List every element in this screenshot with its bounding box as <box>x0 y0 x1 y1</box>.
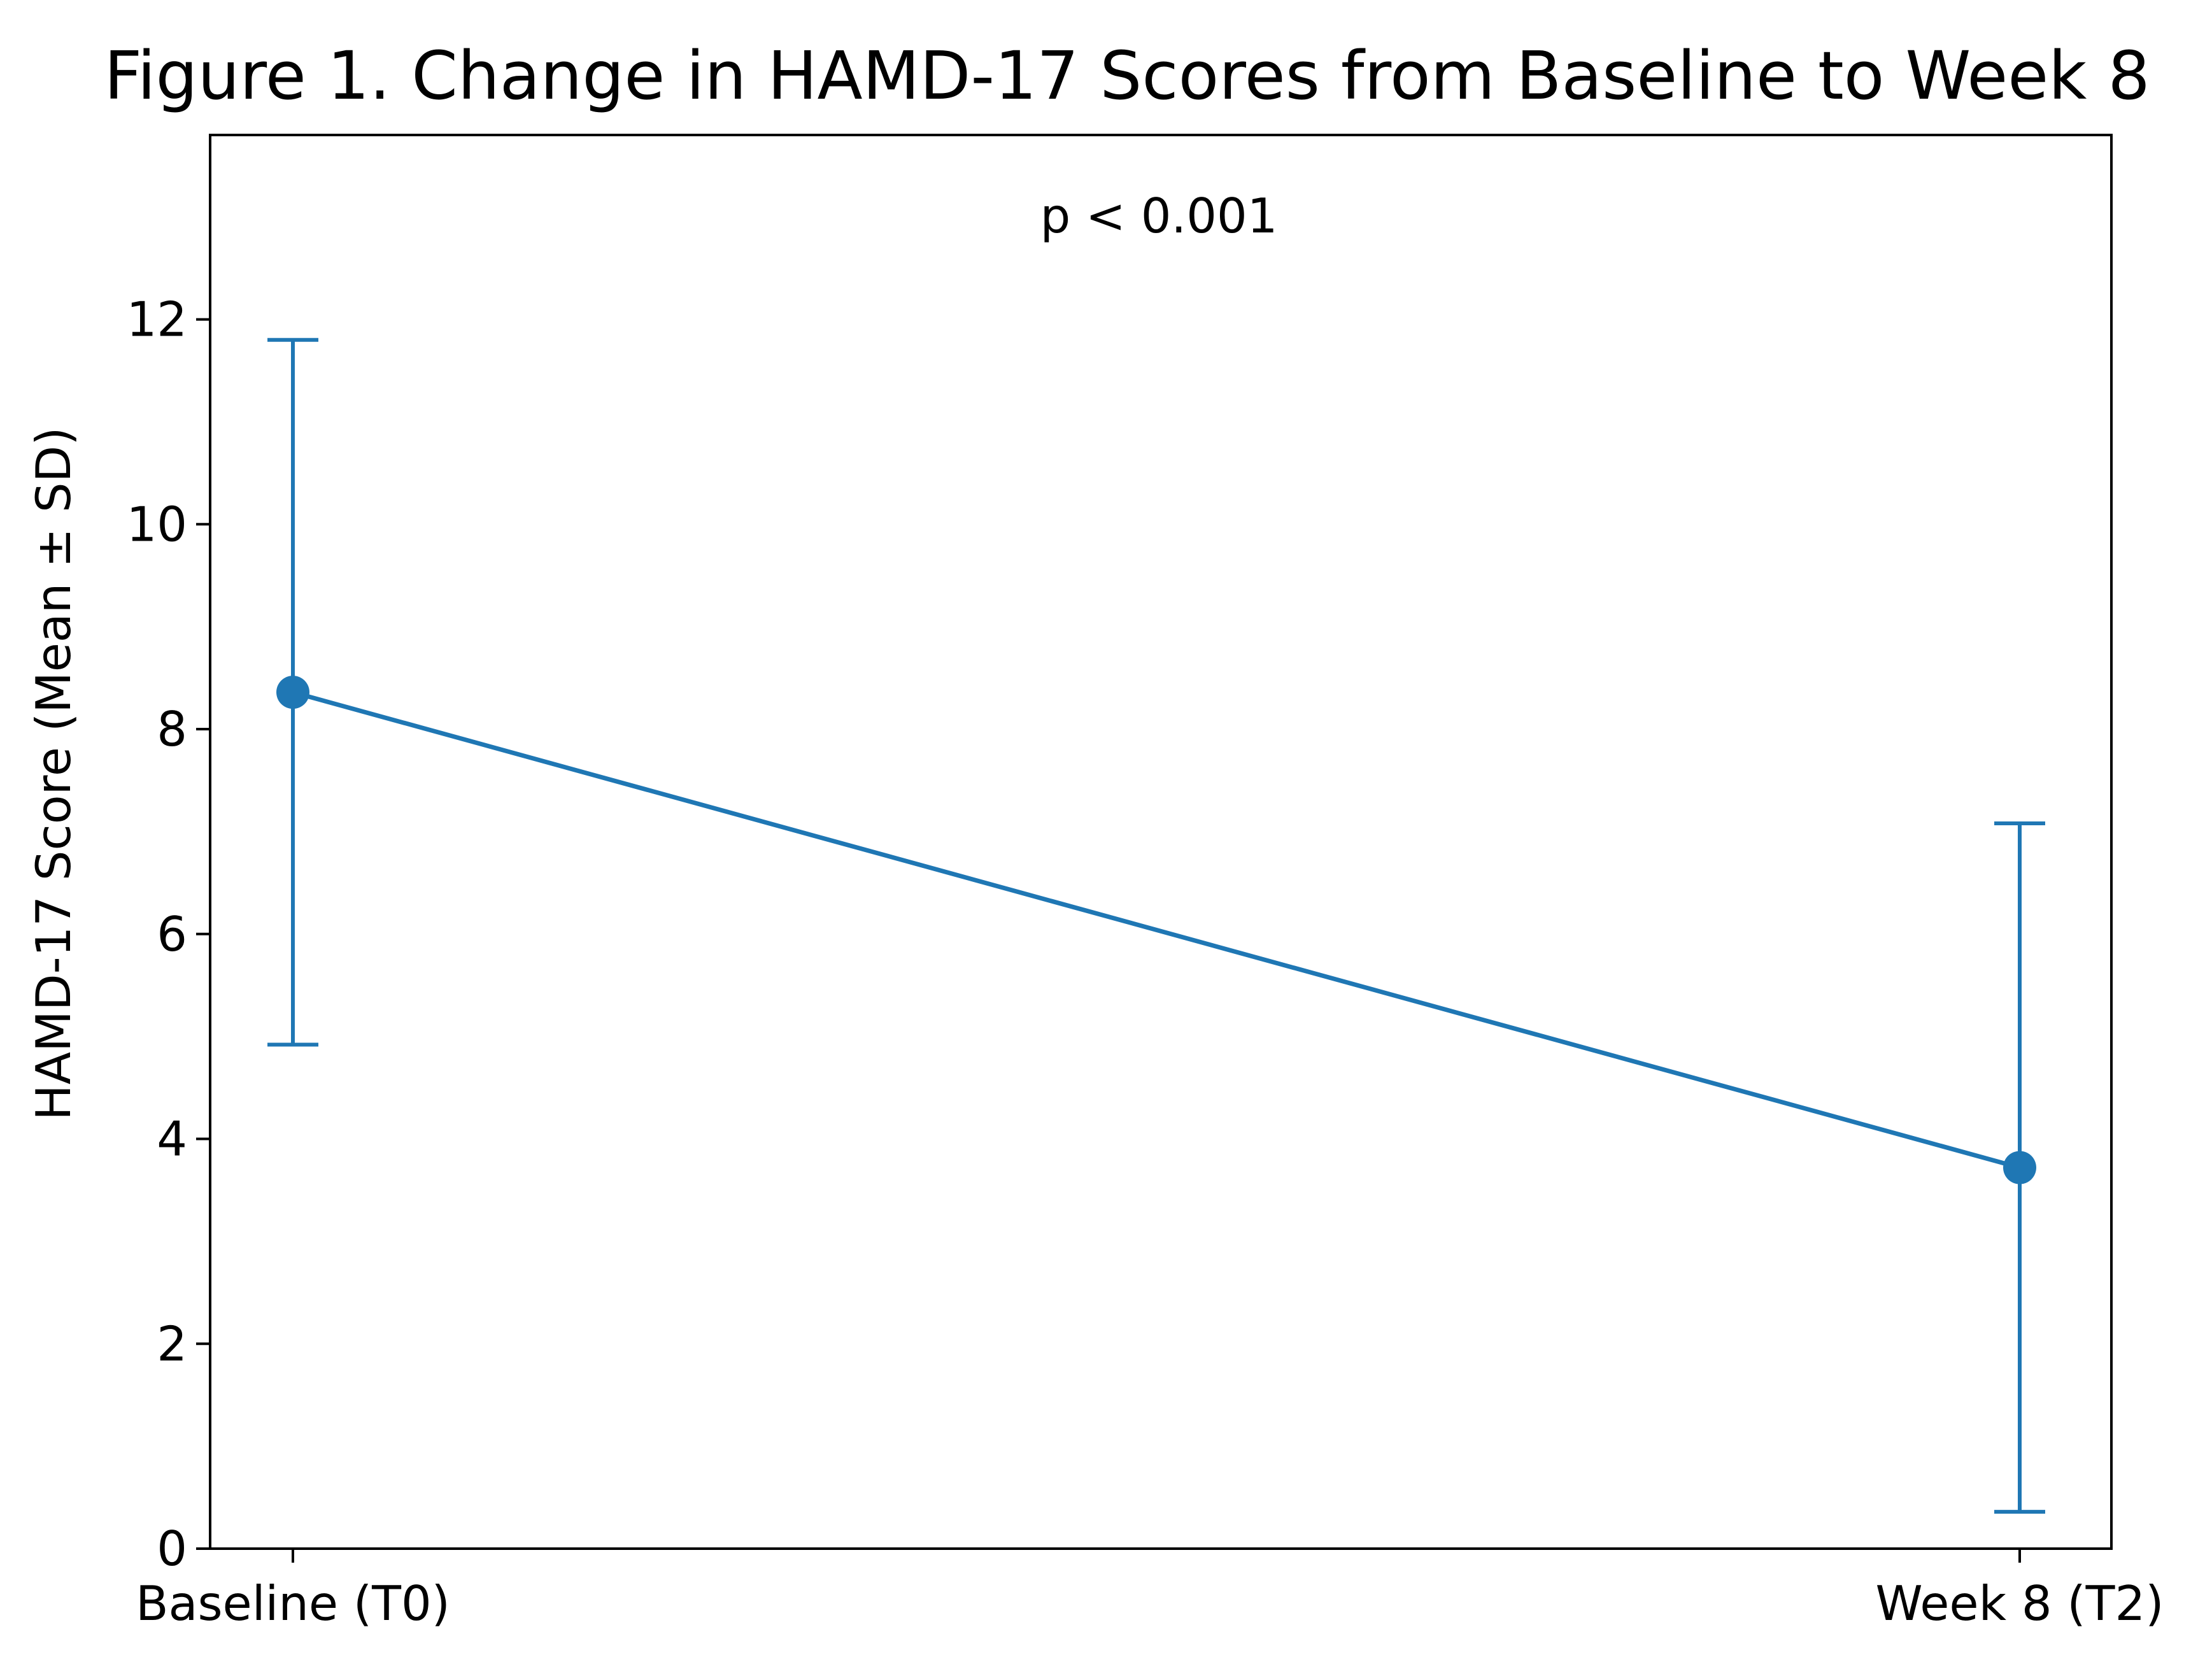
y-tick-label: 4 <box>157 1111 187 1167</box>
y-tick-label: 2 <box>157 1316 187 1372</box>
y-tick-label: 0 <box>157 1521 187 1577</box>
plot-marks <box>267 337 2045 1514</box>
y-tick-label: 6 <box>157 906 187 962</box>
data-point <box>2003 1151 2036 1184</box>
y-tick-label: 12 <box>127 292 187 348</box>
data-point <box>276 676 309 709</box>
y-tick-label: 10 <box>127 496 187 552</box>
p-value-annotation: p < 0.001 <box>1040 188 1278 244</box>
plot-frame <box>209 134 2113 1550</box>
y-axis-label: HAMD-17 Score (Mean ± SD) <box>25 427 82 1120</box>
series-line <box>292 690 2020 1170</box>
axis-ticks: 0 2 4 6 8 10 12 Baseline (T0) Week 8 (T2) <box>127 292 2164 1631</box>
x-tick-label: Week 8 (T2) <box>1876 1575 2164 1631</box>
chart-title: Figure 1. Change in HAMD-17 Scores from … <box>104 37 2150 115</box>
y-tick-label: 8 <box>157 701 187 757</box>
x-tick-label: Baseline (T0) <box>136 1575 450 1631</box>
